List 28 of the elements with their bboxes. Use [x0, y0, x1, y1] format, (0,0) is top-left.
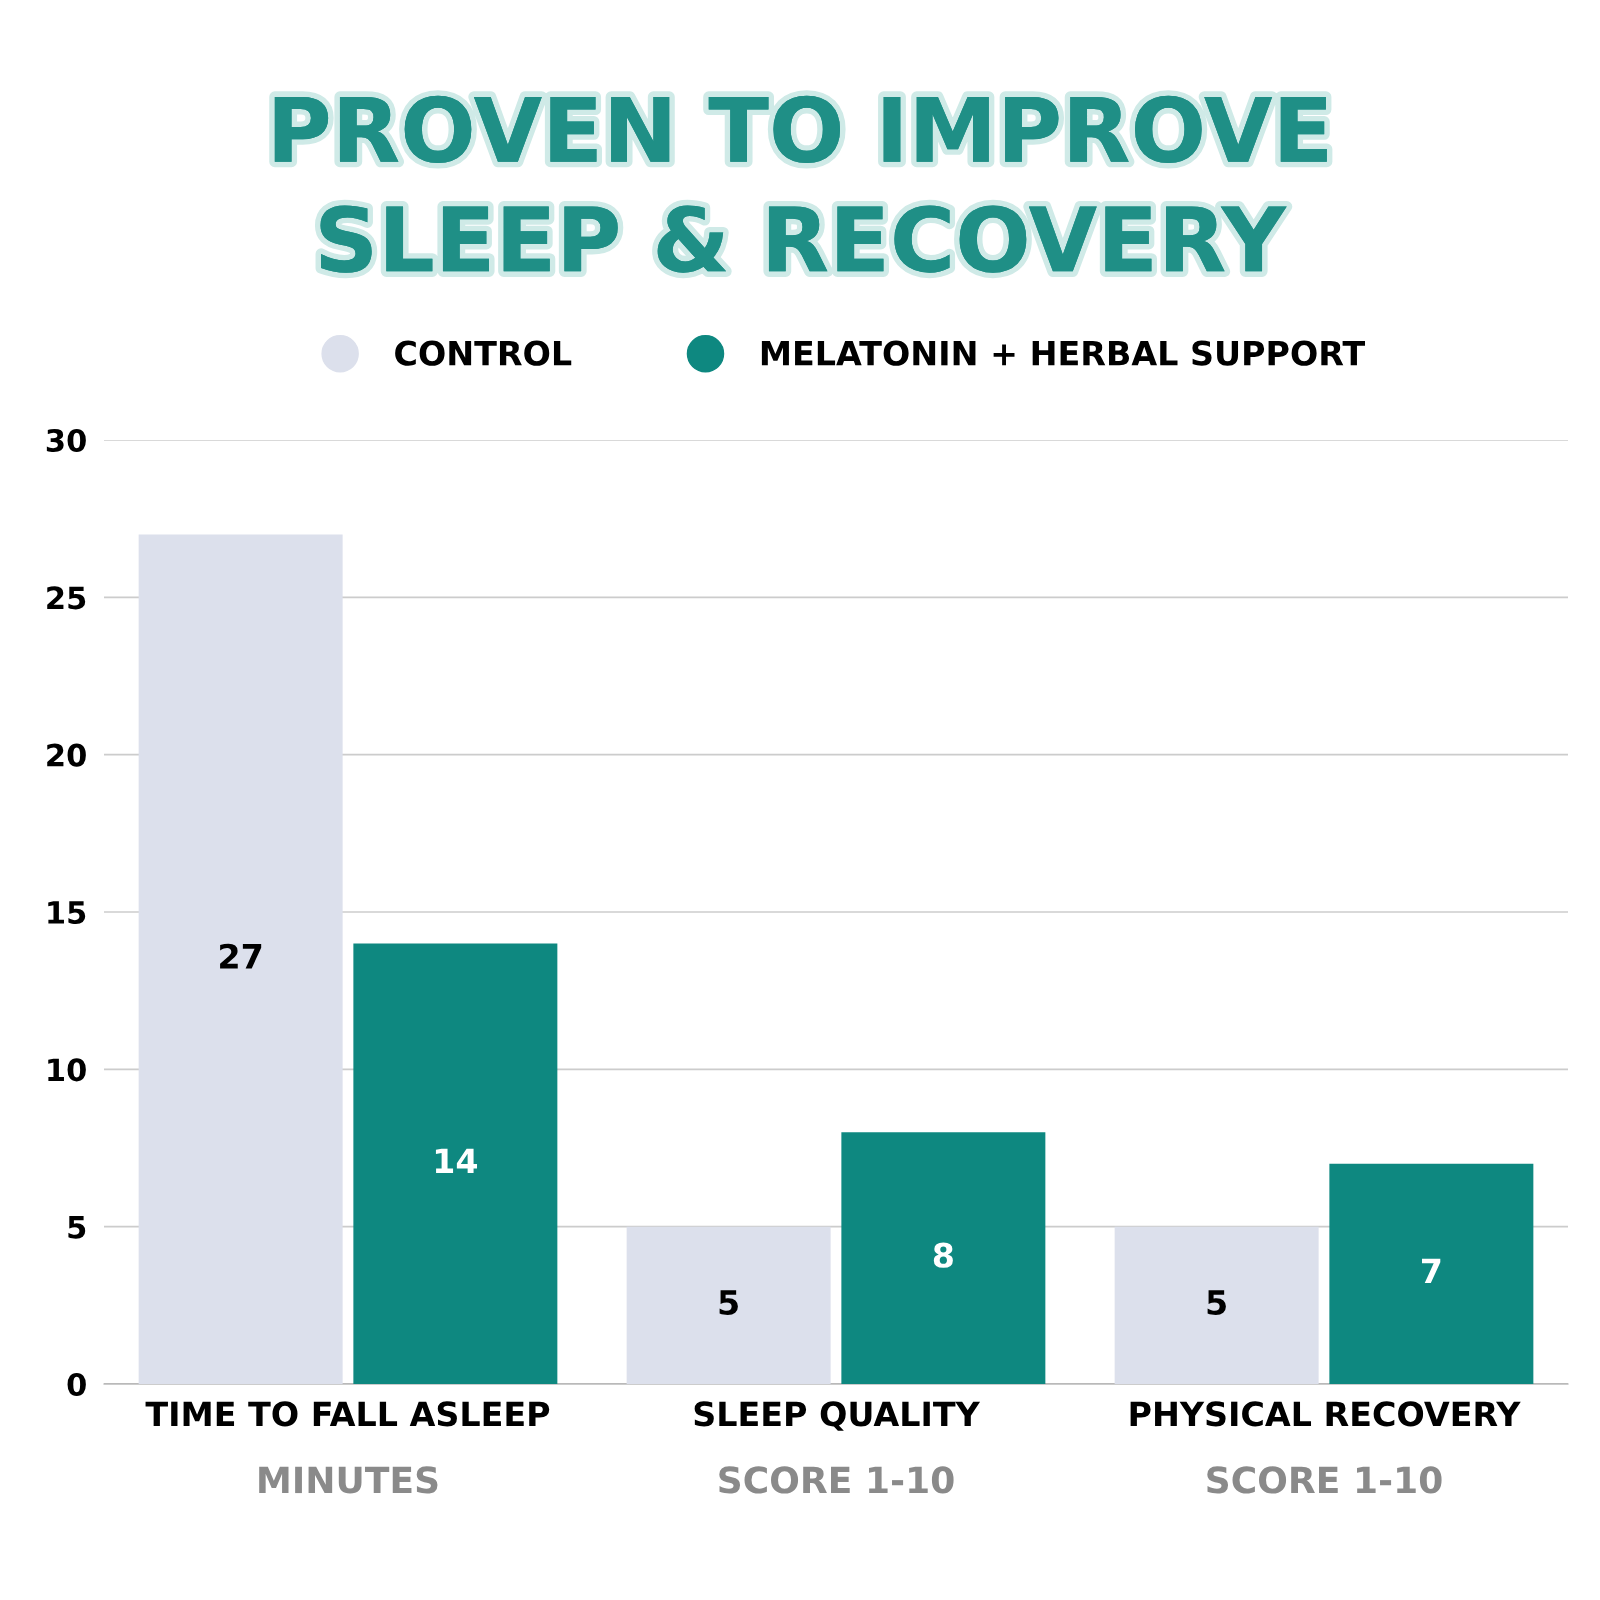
- y-tick-label: 15: [48, 901, 86, 925]
- y-tick-label: 10: [48, 1058, 86, 1082]
- bar: [353, 943, 558, 1384]
- chart-title: PROVEN TO IMPROVE SLEEP & RECOVERY: [274, 95, 1327, 273]
- data-label: 5: [719, 1290, 738, 1316]
- y-tick-label: 5: [68, 1216, 86, 1239]
- data-label: 7: [1421, 1258, 1441, 1284]
- legend-label: MELATONIN + HERBAL SUPPORT: [761, 340, 1366, 366]
- bar: [626, 1226, 831, 1384]
- x-tick-label: PHYSICAL RECOVERY: [1130, 1401, 1521, 1427]
- data-label: 8: [933, 1242, 953, 1268]
- y-tick-label: 30: [46, 428, 86, 453]
- y-tick-label: 0: [67, 1372, 86, 1397]
- bar: [1329, 1163, 1534, 1384]
- text: SCORE 1-10: [719, 1466, 954, 1494]
- data-label: 14: [435, 1148, 478, 1173]
- y-tick-label: 25: [47, 586, 86, 610]
- bar: [138, 534, 343, 1384]
- bar: [1114, 1226, 1319, 1384]
- data-label: 5: [1207, 1290, 1226, 1316]
- x-tick-label: SLEEP QUALITY: [694, 1401, 981, 1431]
- data-label: 27: [220, 943, 262, 969]
- y-tick-label: 20: [47, 743, 86, 767]
- legend-label: CONTROL: [395, 340, 572, 366]
- bar: [841, 1132, 1046, 1384]
- x-tick-label: TIME TO FALL ASLEEP: [145, 1401, 550, 1427]
- text: SCORE 1-10: [1207, 1466, 1442, 1494]
- text: MINUTES: [259, 1466, 438, 1494]
